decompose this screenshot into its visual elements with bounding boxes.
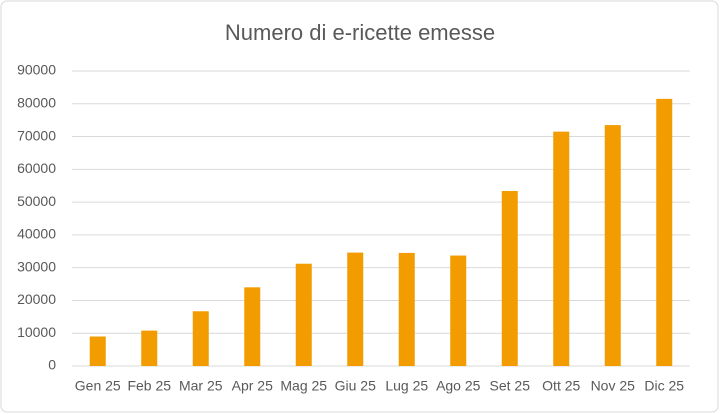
x-tick-label: Nov 25	[591, 378, 636, 394]
x-tick-label: Ago 25	[436, 378, 481, 394]
y-tick-label: 10000	[17, 324, 56, 340]
bar	[604, 125, 621, 366]
bar	[244, 287, 261, 366]
bar	[141, 330, 158, 366]
x-tick-label: Lug 25	[385, 378, 428, 394]
bar	[398, 252, 415, 366]
bar	[656, 98, 673, 366]
y-tick-label: 80000	[17, 94, 56, 110]
y-tick-label: 70000	[17, 127, 56, 143]
bar	[347, 252, 364, 366]
y-tick-label: 50000	[17, 193, 56, 209]
x-tick-label: Mag 25	[280, 378, 327, 394]
x-tick-label: Giu 25	[335, 378, 376, 394]
chart-title: Numero di e-ricette emesse	[225, 20, 495, 45]
y-tick-label: 30000	[17, 258, 56, 274]
x-tick-label: Dic 25	[644, 378, 684, 394]
x-tick-label: Set 25	[490, 378, 531, 394]
bar	[192, 311, 209, 366]
bar	[553, 131, 570, 366]
y-tick-label: 60000	[17, 160, 56, 176]
bar	[295, 263, 312, 366]
x-tick-label: Feb 25	[127, 378, 171, 394]
y-tick-label: 20000	[17, 291, 56, 307]
bar	[450, 255, 467, 366]
x-tick-label: Mar 25	[179, 378, 223, 394]
y-tick-label: 0	[48, 357, 56, 373]
bar	[89, 336, 106, 366]
bar	[501, 190, 518, 366]
x-tick-label: Ott 25	[542, 378, 580, 394]
x-tick-label: Gen 25	[75, 378, 121, 394]
y-tick-label: 90000	[17, 62, 56, 78]
y-tick-label: 40000	[17, 226, 56, 242]
x-tick-label: Apr 25	[232, 378, 273, 394]
